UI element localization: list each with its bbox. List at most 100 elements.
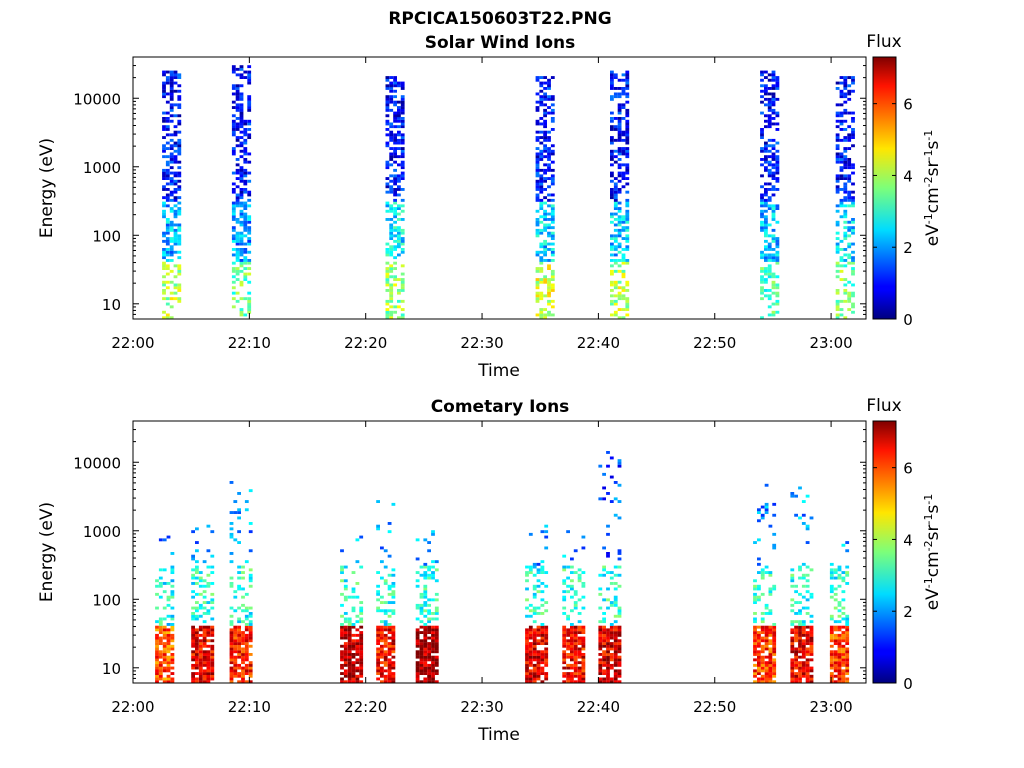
spectrogram-cell <box>535 218 540 221</box>
spectrogram-cell <box>539 177 544 180</box>
spectrogram-cell <box>764 155 768 159</box>
spectrogram-cell <box>237 642 241 645</box>
spectrogram-cell <box>535 174 540 178</box>
spectrogram-cell <box>162 92 166 96</box>
spectrogram-cell <box>231 267 236 270</box>
spectrogram-cell <box>602 672 606 675</box>
spectrogram-cell <box>760 256 764 260</box>
spectrogram-cell <box>617 152 622 156</box>
spectrogram-cell <box>794 647 798 651</box>
spectrogram-cell <box>191 672 195 675</box>
spectrogram-cell <box>434 617 439 621</box>
spectrogram-cell <box>767 160 772 164</box>
spectrogram-cell <box>243 70 248 74</box>
spectrogram-cell <box>423 663 428 667</box>
spectrogram-cell <box>753 642 757 645</box>
spectrogram-cell <box>177 160 182 164</box>
spectrogram-cell <box>764 149 768 153</box>
spectrogram-cell <box>237 674 241 678</box>
spectrogram-cell <box>617 269 622 273</box>
spectrogram-cell <box>165 223 170 227</box>
spectrogram-cell <box>162 95 166 99</box>
spectrogram-cell <box>247 226 252 230</box>
spectrogram-cell <box>809 614 814 618</box>
spectrogram-cell <box>158 642 163 645</box>
spectrogram-cell <box>165 111 170 115</box>
spectrogram-cell <box>621 149 626 153</box>
spectrogram-cell <box>359 606 364 610</box>
spectrogram-cell <box>173 231 178 235</box>
spectrogram-cell <box>617 672 622 675</box>
spectrogram-cell <box>191 650 195 654</box>
spectrogram-cell <box>173 196 178 200</box>
spectrogram-cell <box>760 253 764 257</box>
spectrogram-cell <box>625 163 630 167</box>
spectrogram-cell <box>155 658 159 662</box>
spectrogram-cell <box>851 89 855 93</box>
spectrogram-cell <box>801 620 806 624</box>
spectrogram-cell <box>231 212 236 216</box>
spectrogram-cell <box>383 636 388 640</box>
spectrogram-cell <box>753 636 757 640</box>
spectrogram-cell <box>431 625 435 629</box>
spectrogram-cell <box>833 633 838 637</box>
spectrogram-cell <box>528 628 533 632</box>
spectrogram-cell <box>243 133 248 137</box>
spectrogram-cell <box>169 87 174 90</box>
spectrogram-cell <box>839 155 844 159</box>
spectrogram-cell <box>775 149 780 153</box>
spectrogram-cell <box>835 147 840 150</box>
spectrogram-cell <box>798 647 802 651</box>
spectrogram-cell <box>760 204 764 208</box>
spectrogram-cell <box>535 100 540 104</box>
spectrogram-cell <box>760 625 765 629</box>
spectrogram-cell <box>340 636 344 640</box>
spectrogram-cell <box>380 576 384 580</box>
spectrogram-cell <box>162 628 167 632</box>
spectrogram-cell <box>771 103 776 107</box>
spectrogram-cell <box>419 625 424 629</box>
spectrogram-cell <box>198 576 203 580</box>
spectrogram-cell <box>385 133 390 137</box>
spectrogram-cell <box>247 297 252 301</box>
spectrogram-cell <box>162 174 166 178</box>
spectrogram-cell <box>798 663 802 667</box>
spectrogram-cell <box>389 97 394 101</box>
spectrogram-cell <box>434 644 439 648</box>
spectrogram-cell <box>544 674 549 678</box>
spectrogram-cell <box>772 543 777 547</box>
spectrogram-cell <box>235 168 240 172</box>
spectrogram-cell <box>767 253 772 257</box>
spectrogram-cell <box>760 617 765 621</box>
spectrogram-cell <box>380 620 384 624</box>
spectrogram-cell <box>170 592 175 596</box>
spectrogram-cell <box>400 136 405 139</box>
spectrogram-cell <box>158 623 163 626</box>
spectrogram-cell <box>233 500 238 503</box>
spectrogram-cell <box>598 625 603 629</box>
spectrogram-cell <box>162 147 166 150</box>
spectrogram-cell <box>347 636 352 640</box>
spectrogram-cell <box>841 612 846 615</box>
spectrogram-cell <box>177 196 182 200</box>
spectrogram-cell <box>625 147 630 150</box>
spectrogram-cell <box>191 590 195 594</box>
spectrogram-cell <box>837 601 842 604</box>
spectrogram-cell <box>380 653 384 656</box>
spectrogram-cell <box>809 568 814 572</box>
spectrogram-cell <box>753 674 757 678</box>
spectrogram-cell <box>809 592 814 596</box>
spectrogram-cell <box>389 108 394 112</box>
spectrogram-cell <box>613 286 618 290</box>
spectrogram-cell <box>767 171 772 175</box>
spectrogram-cell <box>155 628 159 632</box>
spectrogram-cell <box>841 571 846 574</box>
spectrogram-cell <box>550 177 555 180</box>
spectrogram-cell <box>233 628 238 632</box>
spectrogram-cell <box>547 155 551 159</box>
spectrogram-cell <box>613 204 618 208</box>
spectrogram-cell <box>613 603 618 607</box>
spectrogram-cell <box>767 267 772 270</box>
spectrogram-cell <box>243 141 248 145</box>
spectrogram-cell <box>243 76 248 79</box>
